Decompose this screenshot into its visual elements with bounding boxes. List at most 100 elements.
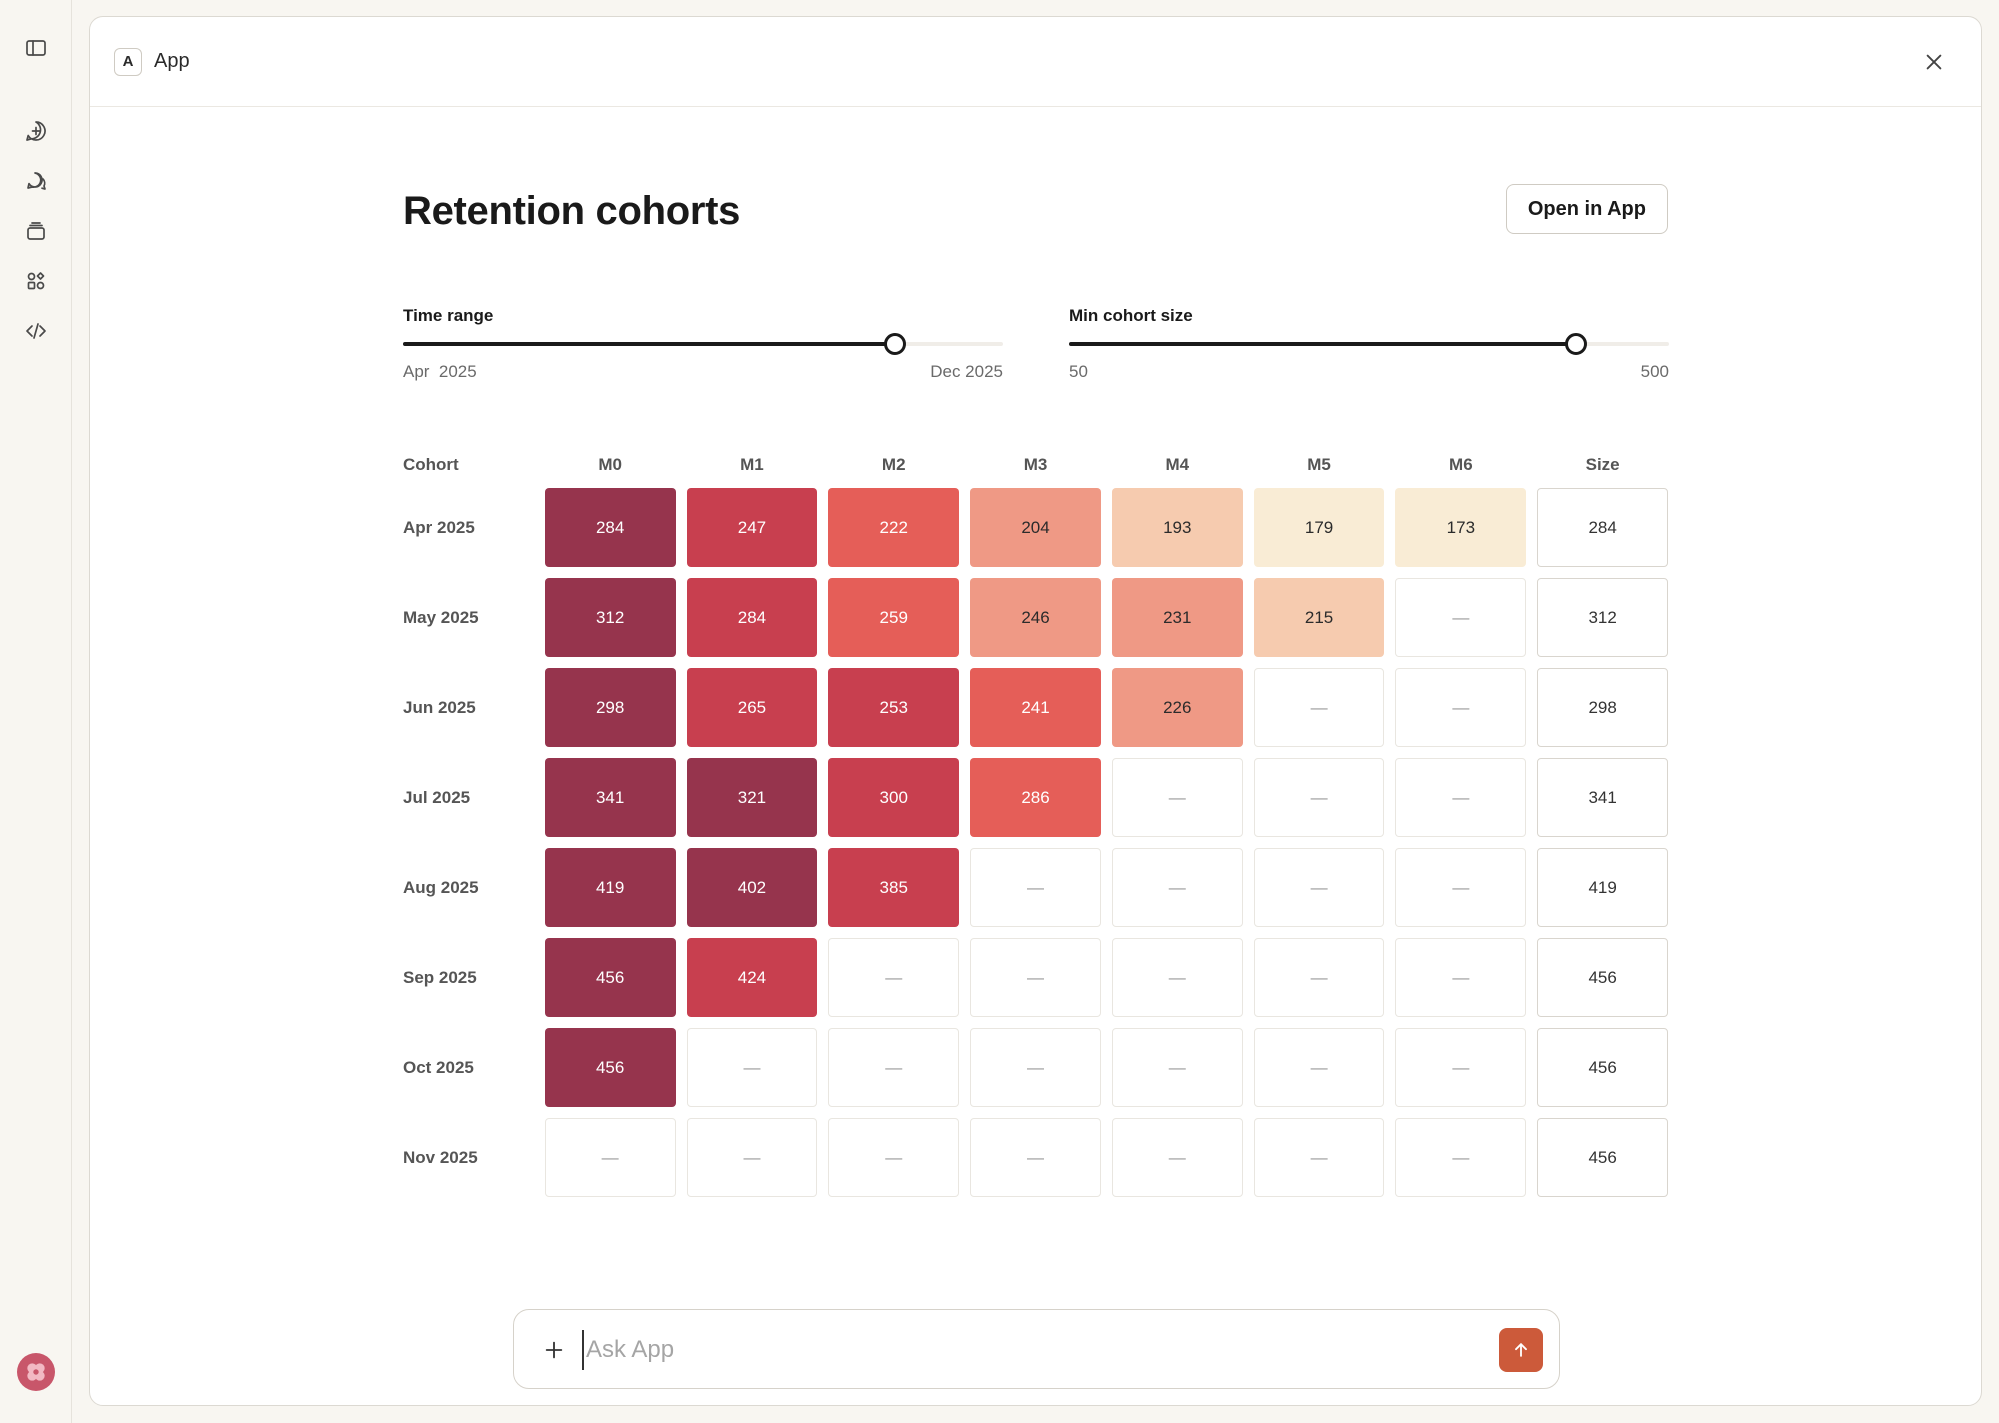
open-in-app-button[interactable]: Open in App <box>1505 184 1668 234</box>
retention-cell[interactable]: — <box>828 938 960 1017</box>
time-range-track[interactable] <box>403 333 1003 355</box>
retention-cell[interactable]: 173 <box>1395 488 1527 567</box>
month-header: M4 <box>1165 455 1190 474</box>
min-cohort-size-track[interactable] <box>1069 333 1669 355</box>
sidebar-toggle-button[interactable] <box>18 30 54 66</box>
retention-cell[interactable]: — <box>686 1028 818 1107</box>
cohort-label: Jun 2025 <box>403 697 476 717</box>
retention-cell[interactable]: — <box>1395 938 1527 1017</box>
retention-cell[interactable]: — <box>1111 938 1243 1017</box>
retention-cell[interactable]: — <box>828 1028 960 1107</box>
code-icon <box>26 323 46 339</box>
table-row: Oct 2025 456— — — — — —456 <box>403 1028 1669 1107</box>
retention-cell[interactable]: 222 <box>828 488 960 567</box>
add-attachment-button[interactable] <box>540 1336 568 1364</box>
retention-cell[interactable]: 247 <box>686 488 818 567</box>
chats-button[interactable] <box>18 163 54 199</box>
retention-cell[interactable]: 298 <box>544 668 676 747</box>
cohort-size-cell[interactable]: 419 <box>1537 848 1669 927</box>
retention-cell[interactable]: — <box>1253 848 1385 927</box>
retention-cell[interactable]: — <box>1395 578 1527 657</box>
size-column-header: Size <box>1585 455 1620 474</box>
min-cohort-size-thumb[interactable] <box>1565 333 1587 355</box>
retention-cell[interactable]: 231 <box>1111 578 1243 657</box>
user-avatar[interactable] <box>17 1353 55 1391</box>
retention-cell[interactable]: — <box>1253 758 1385 837</box>
projects-icon <box>27 222 45 240</box>
cohort-size-cell[interactable]: 284 <box>1537 488 1669 567</box>
retention-cell[interactable]: — <box>1111 758 1243 837</box>
retention-cell[interactable]: — <box>1395 848 1527 927</box>
retention-cell[interactable]: 226 <box>1111 668 1243 747</box>
retention-cell[interactable]: 265 <box>686 668 818 747</box>
time-range-min: Apr 2025 <box>403 362 477 381</box>
retention-cell[interactable]: 253 <box>828 668 960 747</box>
retention-cell[interactable]: — <box>970 848 1101 927</box>
cohort-size-cell[interactable]: 341 <box>1537 758 1669 837</box>
retention-cell[interactable]: — <box>970 938 1101 1017</box>
retention-cell[interactable]: 204 <box>970 488 1101 567</box>
retention-cell[interactable]: 300 <box>828 758 960 837</box>
month-header: M1 <box>740 455 764 474</box>
retention-cell[interactable]: — <box>1111 848 1243 927</box>
retention-cell[interactable]: 284 <box>686 578 818 657</box>
retention-cell[interactable]: 286 <box>970 758 1101 837</box>
retention-cell[interactable]: 193 <box>1111 488 1243 567</box>
cohort-size-cell[interactable]: 456 <box>1537 1028 1669 1107</box>
close-button[interactable] <box>1921 49 1947 75</box>
retention-cell[interactable]: 419 <box>544 848 676 927</box>
cohort-label: Oct 2025 <box>403 1057 474 1077</box>
retention-cell[interactable]: 385 <box>828 848 960 927</box>
retention-cell[interactable]: 321 <box>686 758 818 837</box>
retention-cell[interactable]: 424 <box>686 938 818 1017</box>
retention-cell[interactable]: — <box>1253 1028 1385 1107</box>
retention-cell[interactable]: 456 <box>544 938 676 1017</box>
retention-cell[interactable]: — <box>1111 1118 1243 1197</box>
retention-cell[interactable]: — <box>1111 1028 1243 1107</box>
cohort-label: Sep 2025 <box>403 967 477 987</box>
retention-cell[interactable]: — <box>1395 1118 1527 1197</box>
retention-cell[interactable]: 179 <box>1253 488 1385 567</box>
retention-cell[interactable]: 241 <box>970 668 1101 747</box>
left-rail <box>0 0 72 1423</box>
retention-cell[interactable]: 284 <box>544 488 676 567</box>
artifacts-button[interactable] <box>18 263 54 299</box>
retention-cell[interactable]: — <box>1253 938 1385 1017</box>
cohort-label: Nov 2025 <box>403 1147 478 1167</box>
cohort-size-cell[interactable]: 456 <box>1537 938 1669 1017</box>
code-button[interactable] <box>18 313 54 349</box>
retention-cell[interactable]: 341 <box>544 758 676 837</box>
retention-cell[interactable]: 402 <box>686 848 818 927</box>
table-row: Jun 2025 298 265 253 241 226— —298 <box>403 668 1669 747</box>
min-cohort-size-label: Min cohort size <box>1069 306 1193 325</box>
new-chat-button[interactable] <box>18 113 54 149</box>
retention-cell[interactable]: 312 <box>544 578 676 657</box>
retention-cell[interactable]: — <box>1395 668 1527 747</box>
retention-cell[interactable]: — <box>1395 1028 1527 1107</box>
time-range-thumb[interactable] <box>884 333 906 355</box>
retention-cell[interactable]: — <box>1253 668 1385 747</box>
retention-cell[interactable]: 259 <box>828 578 960 657</box>
new-chat-icon <box>26 121 46 141</box>
cohort-size-cell[interactable]: 298 <box>1537 668 1669 747</box>
page-title: Retention cohorts <box>403 189 741 233</box>
chats-icon <box>27 172 46 190</box>
retention-cell[interactable]: 456 <box>544 1028 676 1107</box>
send-button[interactable] <box>1499 1328 1543 1372</box>
cohort-size-cell[interactable]: 312 <box>1537 578 1669 657</box>
chat-input[interactable] <box>582 1330 1462 1370</box>
retention-cell[interactable]: — <box>1395 758 1527 837</box>
retention-cell[interactable]: — <box>1253 1118 1385 1197</box>
retention-cell[interactable]: 246 <box>970 578 1101 657</box>
retention-cell[interactable]: — <box>544 1118 676 1197</box>
retention-cell[interactable]: — <box>970 1028 1101 1107</box>
retention-cell[interactable]: 215 <box>1253 578 1385 657</box>
table-row: May 2025 312 284 259 246 231 215—312 <box>403 578 1669 657</box>
projects-button[interactable] <box>18 213 54 249</box>
cohort-size-cell[interactable]: 456 <box>1537 1118 1669 1197</box>
retention-cell[interactable]: — <box>970 1118 1101 1197</box>
time-range-fill <box>403 342 895 346</box>
retention-cell[interactable]: — <box>828 1118 960 1197</box>
time-range-label: Time range <box>403 306 494 325</box>
retention-cell[interactable]: — <box>686 1118 818 1197</box>
